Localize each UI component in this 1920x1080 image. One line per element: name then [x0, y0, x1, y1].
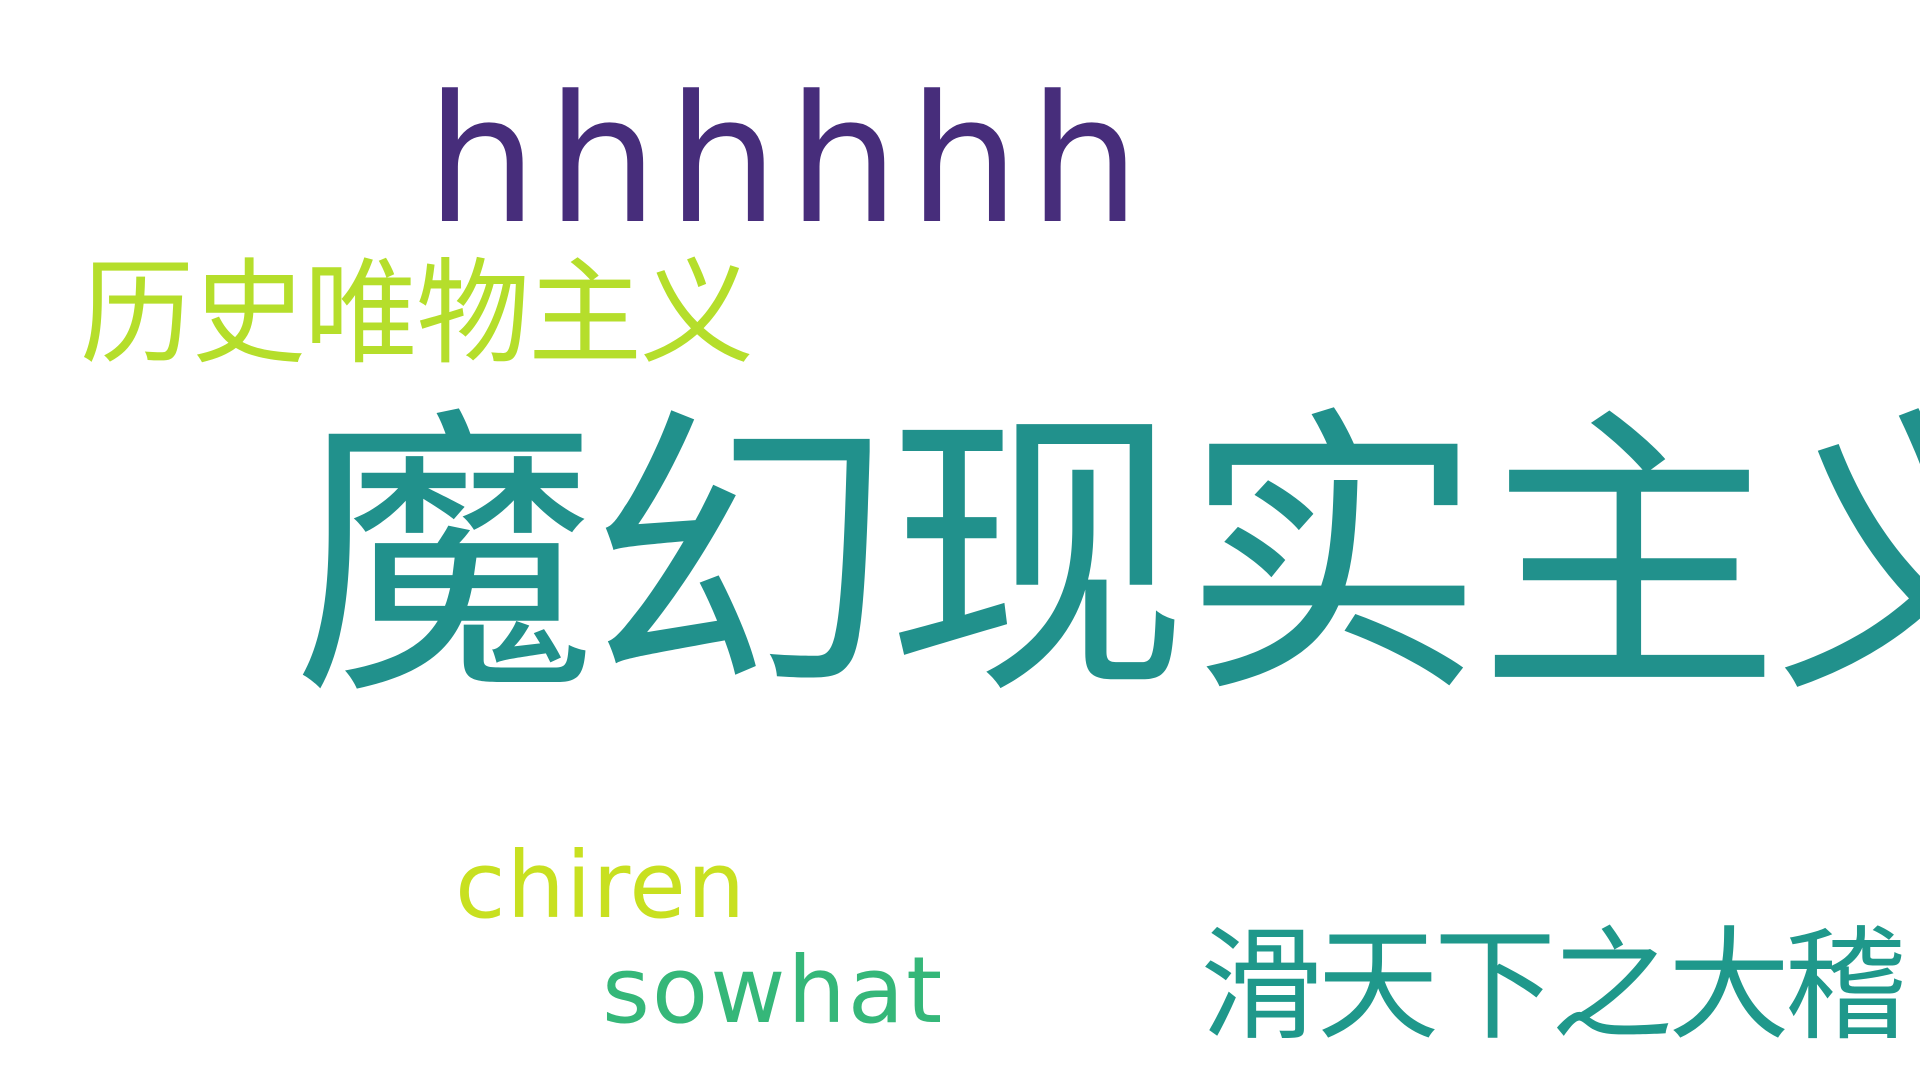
word-sowhat: sowhat [602, 937, 945, 1044]
word-lishi-weiwu-zhuyi: 历史唯物主义 [80, 247, 754, 380]
word-chiren: chiren [455, 832, 747, 939]
word-hhhhhh: hhhhhh [426, 58, 1150, 263]
word-mohuan-xianshi-zhuyi: 魔幻现实主义 [294, 384, 1920, 735]
word-hua-tianxia-zhi-daji: 滑天下之大稽 [1200, 915, 1907, 1057]
